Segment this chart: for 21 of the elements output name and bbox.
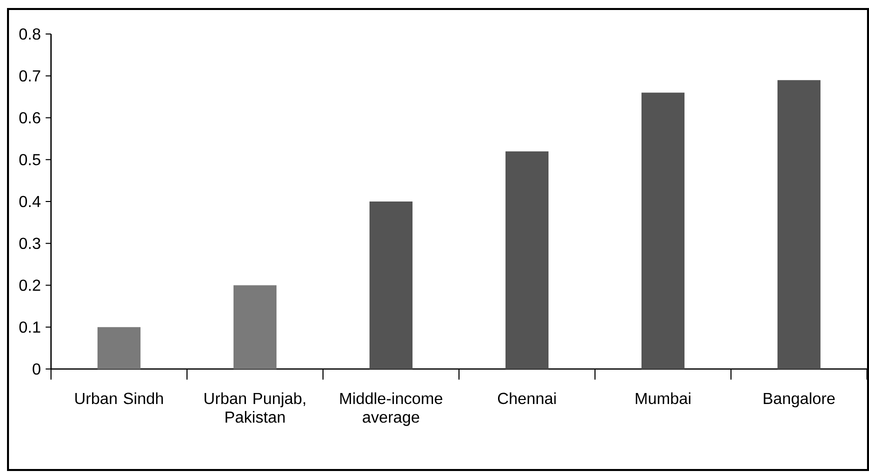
y-tick-label: 0.5 xyxy=(19,154,40,166)
y-tick-label: 0 xyxy=(32,363,40,375)
bar xyxy=(98,327,141,369)
x-tick-label: Middle-income average xyxy=(340,392,442,426)
y-tick-label: 0.4 xyxy=(19,196,40,208)
bar xyxy=(505,151,548,369)
bar xyxy=(641,92,684,369)
bar xyxy=(370,201,412,369)
y-tick-label: 0.6 xyxy=(19,112,40,124)
y-tick-label: 0.8 xyxy=(19,28,40,40)
x-tick-label: Chennai xyxy=(498,392,556,404)
y-tick-label: 0.1 xyxy=(19,321,40,333)
y-tick-label: 0.2 xyxy=(19,280,40,291)
x-tick-label: Urban Punjab, Pakistan xyxy=(204,392,306,423)
x-tick-label: Mumbai xyxy=(636,392,690,404)
x-tick-label: Bangalore xyxy=(764,392,835,408)
bar xyxy=(777,80,820,369)
y-tick-label: 0.7 xyxy=(19,70,40,82)
x-tick-label: Urban Sindh xyxy=(75,392,163,404)
y-tick-label: 0.3 xyxy=(19,238,40,250)
bar xyxy=(234,285,277,369)
